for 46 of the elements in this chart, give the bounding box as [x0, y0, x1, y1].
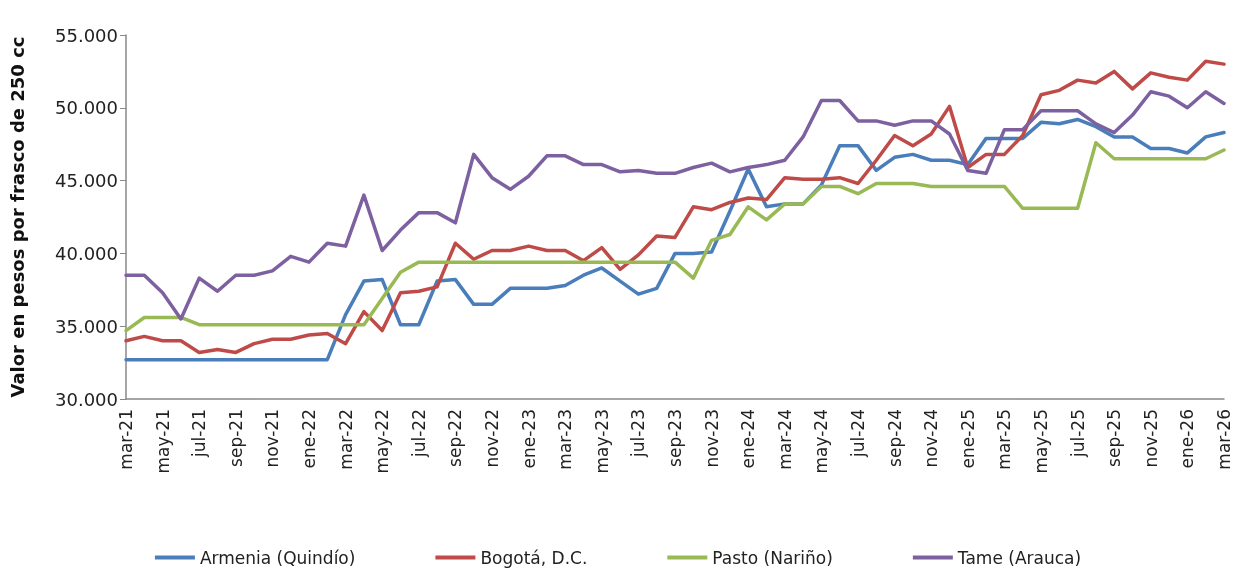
line-series [124, 90, 1226, 321]
line-series [124, 117, 1226, 362]
y-tick-label: 30.000 [55, 388, 118, 410]
x-tick-label: may-23 [591, 409, 612, 474]
y-axis-title: Valor en pesos por frasco de 250 cc [6, 36, 28, 398]
x-tick-label: ene-26 [1177, 409, 1198, 469]
x-tick-label: nov-25 [1140, 409, 1161, 468]
legend-label: Pasto (Nariño) [712, 547, 833, 568]
y-tick-label: 45.000 [55, 170, 118, 192]
x-tick-label: ene-25 [957, 409, 978, 469]
x-tick-label: jul-23 [628, 409, 649, 458]
x-tick-label: nov-21 [262, 409, 283, 468]
x-tick-label: mar-23 [555, 409, 576, 470]
x-tick-label: mar-22 [335, 409, 356, 470]
x-tick-label: sep-23 [665, 409, 685, 467]
x-tick-label: sep-22 [445, 409, 466, 467]
x-tick-label: may-24 [811, 409, 832, 474]
x-tick-label: mar-26 [1214, 409, 1234, 470]
legend-label: Bogotá, D.C. [480, 547, 588, 568]
x-tick-label: jul-24 [848, 409, 868, 458]
x-tick-label: may-21 [152, 409, 173, 474]
legend-label: Tame (Arauca) [956, 547, 1082, 568]
line-series [124, 59, 1226, 355]
y-tick-label: 50.000 [55, 97, 118, 119]
x-tick-label: jul-22 [408, 409, 429, 458]
x-tick-label: ene-23 [518, 409, 539, 469]
line-series [124, 140, 1226, 333]
x-tick-label: sep-21 [225, 409, 246, 467]
x-tick-label: nov-22 [482, 409, 502, 468]
y-tick-label: 55.000 [55, 24, 118, 46]
x-tick-label: ene-24 [738, 409, 759, 469]
x-tick-label: mar-24 [774, 409, 795, 470]
x-tick-label: sep-24 [884, 409, 905, 467]
x-tick-label: nov-23 [701, 409, 722, 468]
legend-label: Armenia (Quindío) [199, 547, 356, 568]
x-tick-label: mar-25 [994, 409, 1015, 470]
x-tick-label: ene-22 [299, 409, 319, 469]
x-tick-label: may-25 [1031, 409, 1051, 474]
x-tick-label: jul-21 [189, 409, 210, 458]
x-tick-label: mar-21 [116, 409, 136, 470]
y-tick-label: 35.000 [55, 315, 118, 337]
x-tick-label: may-22 [372, 409, 393, 474]
x-tick-label: nov-24 [921, 409, 942, 468]
x-tick-label: sep-25 [1104, 409, 1125, 467]
x-tick-label: jul-25 [1067, 409, 1088, 458]
y-tick-label: 40.000 [55, 242, 118, 264]
